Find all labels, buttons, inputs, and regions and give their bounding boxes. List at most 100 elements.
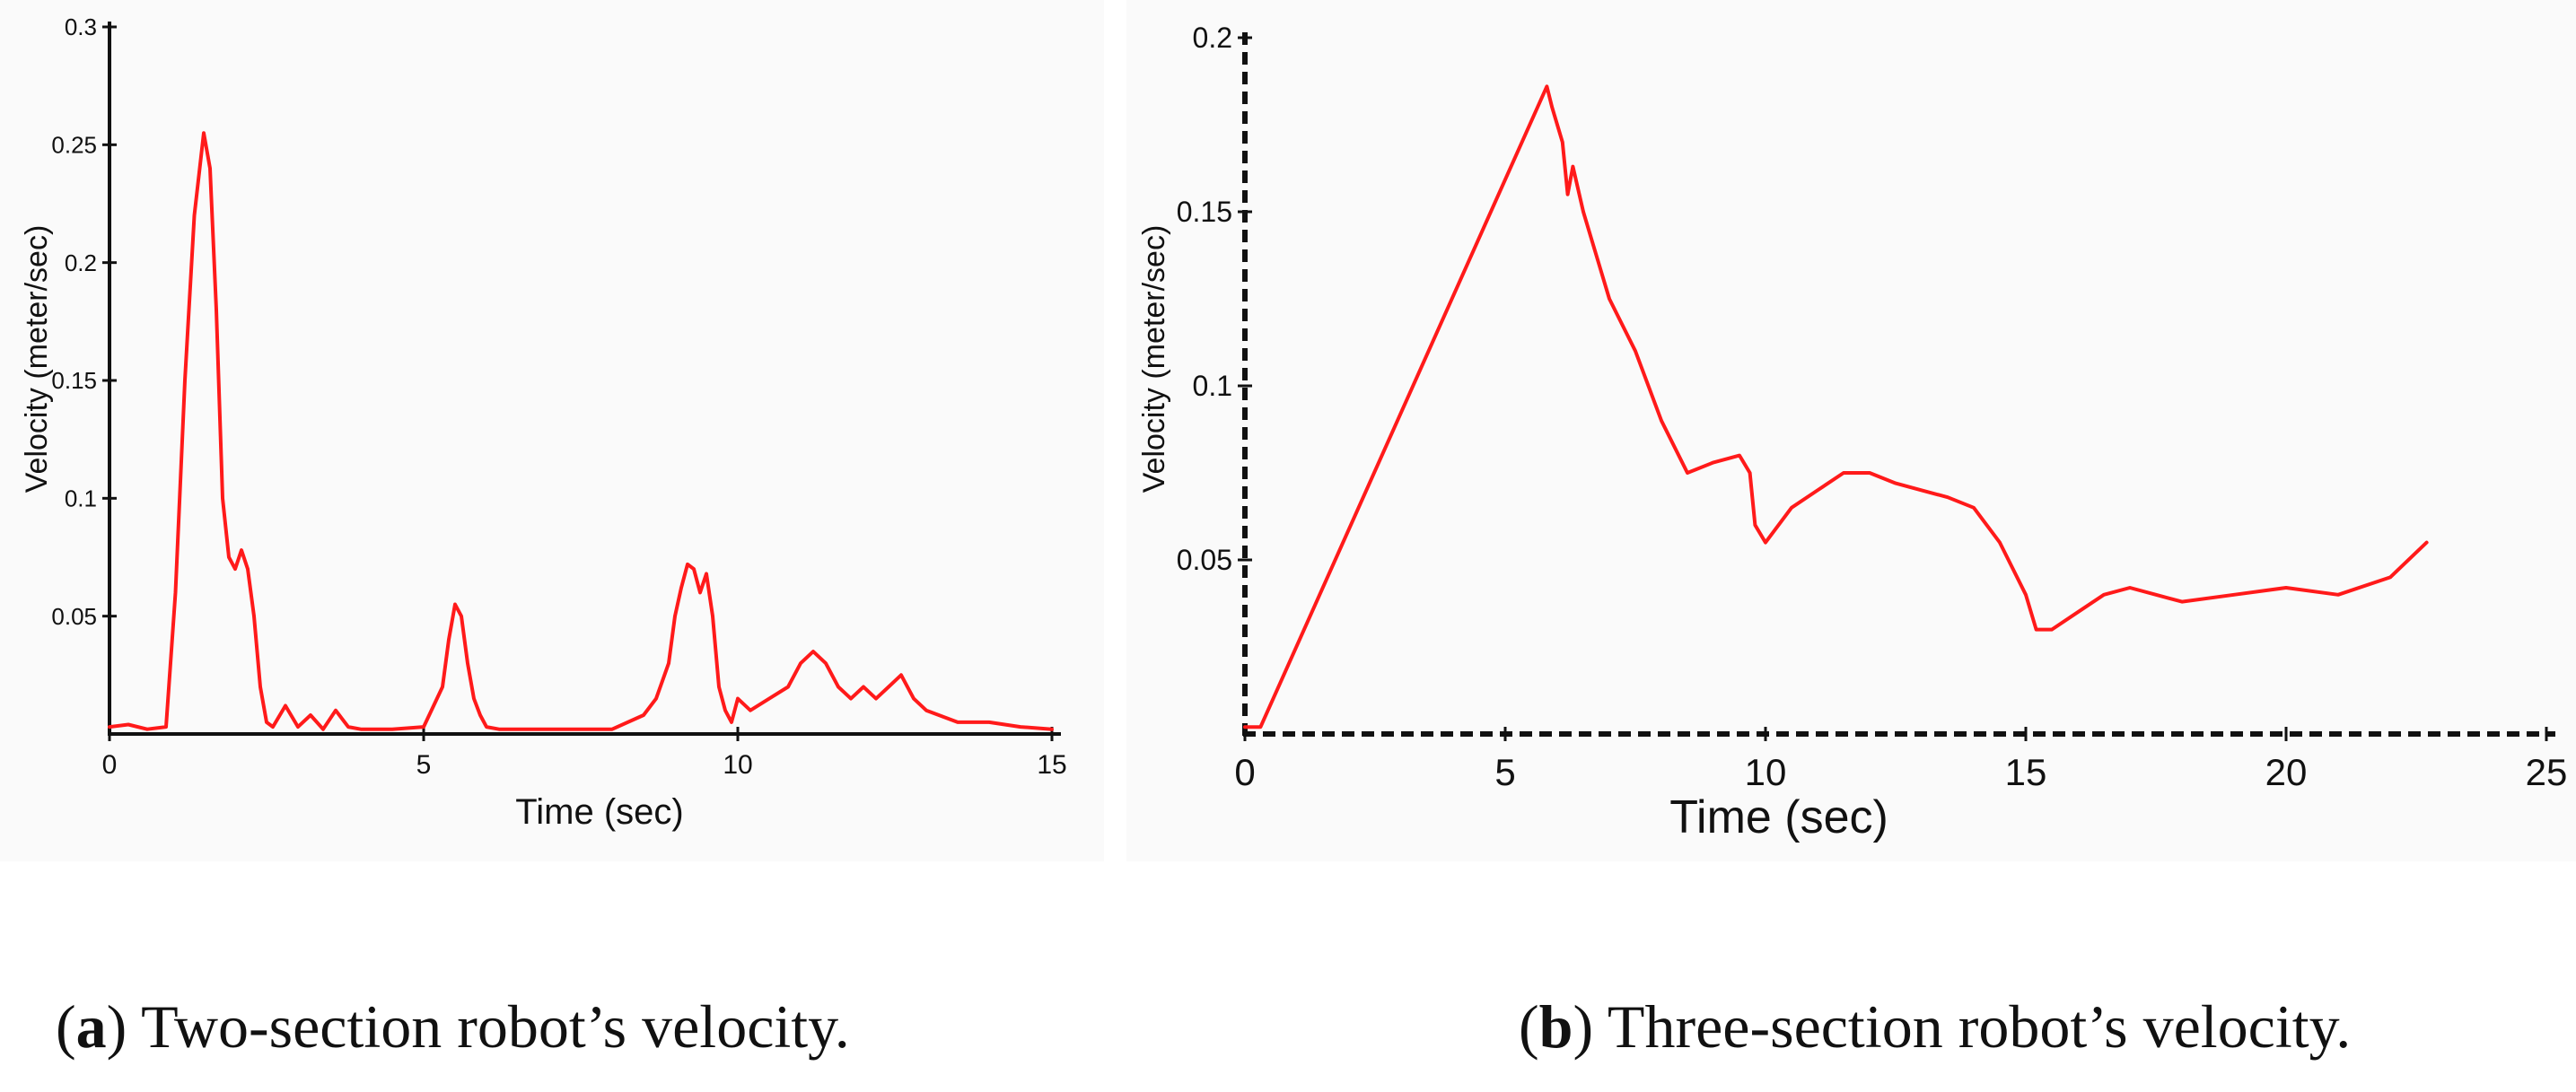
x-tick-label-a-1: 5	[416, 750, 432, 780]
data-point-b-0-1	[1258, 725, 1262, 729]
data-point-a-0-50	[711, 615, 714, 618]
data-point-b-0-40	[2425, 541, 2429, 545]
data-point-a-0-7	[202, 131, 206, 135]
data-point-a-0-16	[258, 686, 262, 688]
data-point-a-0-26	[390, 728, 394, 731]
x-tick-label-b-3: 15	[2005, 751, 2047, 793]
data-point-a-0-71	[987, 721, 991, 724]
data-point-a-0-64	[874, 697, 878, 701]
data-point-a-0-19	[284, 704, 287, 707]
series-points-a-0	[108, 131, 1054, 731]
series-line-a-0	[108, 131, 1054, 731]
data-point-a-0-55	[749, 709, 752, 712]
data-point-a-0-53	[730, 721, 733, 724]
data-point-a-0-47	[692, 567, 696, 571]
data-point-b-0-28	[2024, 593, 2028, 597]
data-point-a-0-41	[642, 713, 645, 717]
y-tick-label-a-0: 0.05	[51, 603, 97, 630]
chart-panel-a: 0.05 0.1 0.15 0.2 0.25 0.3 0 5 10 15 Time (sec) Vel…	[0, 0, 1104, 861]
data-point-a-0-12	[233, 567, 237, 571]
data-point-a-0-37	[516, 728, 520, 731]
data-point-b-0-24	[1920, 488, 1923, 492]
data-point-b-0-35	[2180, 600, 2184, 604]
data-point-a-0-5	[183, 379, 187, 382]
data-point-a-0-24	[346, 725, 350, 729]
data-point-a-0-8	[208, 167, 212, 170]
data-point-a-0-43	[667, 661, 670, 665]
caption-a: (a) Two-section robot’s velocity.	[56, 992, 850, 1061]
data-point-b-0-36	[2232, 593, 2236, 597]
data-point-a-0-69	[937, 713, 941, 717]
data-point-a-0-49	[705, 572, 708, 575]
data-point-a-0-33	[472, 697, 476, 701]
data-point-b-0-4	[1555, 123, 1559, 127]
x-tick-label-a-3: 15	[1037, 750, 1066, 780]
data-point-a-0-4	[174, 590, 177, 594]
data-point-a-0-51	[717, 686, 721, 688]
data-point-a-0-45	[679, 586, 683, 590]
data-point-b-0-22	[1868, 471, 1871, 475]
data-point-a-0-65	[887, 686, 890, 688]
data-point-a-0-40	[610, 728, 614, 731]
data-point-b-0-20	[1816, 488, 1819, 492]
data-point-a-0-48	[698, 590, 702, 594]
y-tick-label-a-3: 0.2	[65, 249, 97, 276]
data-point-b-0-6	[1566, 193, 1570, 197]
data-point-a-0-15	[252, 615, 256, 618]
data-point-a-0-52	[723, 709, 727, 712]
caption-a-label: a	[75, 992, 107, 1061]
data-point-a-0-28	[441, 686, 444, 688]
data-point-a-0-34	[478, 713, 482, 717]
data-point-a-0-62	[849, 697, 853, 701]
data-point-a-0-73	[1050, 728, 1054, 731]
data-point-a-0-46	[686, 563, 689, 566]
y-tick-label-a-1: 0.1	[65, 485, 97, 511]
data-point-a-0-58	[799, 661, 802, 665]
data-point-a-0-11	[227, 555, 231, 559]
data-point-b-0-5	[1561, 140, 1564, 144]
data-point-a-0-54	[736, 697, 740, 701]
data-point-a-0-61	[837, 686, 840, 688]
data-point-b-0-38	[2336, 593, 2340, 597]
chart-panel-b: 0.05 0.1 0.15 0.2 0 5 10 15 20 25 Time (sec) Veloci…	[1126, 0, 2576, 861]
data-point-b-0-31	[2076, 610, 2080, 614]
y-tick-label-b-2: 0.15	[1177, 196, 1232, 228]
data-point-a-0-68	[924, 709, 928, 712]
x-tick-label-b-2: 10	[1745, 751, 1787, 793]
data-point-b-0-3	[1550, 106, 1554, 109]
data-point-b-0-7	[1571, 165, 1574, 169]
series-points-b-0	[1243, 84, 2429, 729]
series-line-b-0	[1243, 84, 2429, 729]
data-point-a-0-36	[497, 728, 501, 731]
data-point-a-0-63	[862, 686, 865, 688]
data-point-b-0-23	[1894, 482, 1897, 485]
data-point-a-0-30	[453, 603, 457, 606]
data-point-a-0-29	[447, 638, 451, 642]
x-axis-title-b: Time (sec)	[1669, 791, 1888, 843]
data-point-a-0-35	[485, 725, 488, 729]
data-point-b-0-26	[1972, 506, 1976, 510]
data-point-a-0-23	[334, 709, 337, 712]
y-tick-label-a-5: 0.3	[65, 13, 97, 40]
data-point-a-0-9	[215, 308, 218, 311]
data-point-a-0-31	[460, 615, 463, 618]
data-point-a-0-17	[265, 721, 268, 724]
x-tick-label-b-1: 5	[1494, 751, 1515, 793]
data-point-a-0-20	[296, 725, 300, 729]
data-point-b-0-39	[2388, 575, 2392, 579]
data-point-a-0-39	[579, 728, 583, 731]
data-point-b-0-2	[1545, 84, 1548, 88]
data-point-a-0-2	[145, 728, 149, 731]
data-point-b-0-13	[1686, 471, 1689, 475]
data-point-b-0-9	[1592, 245, 1596, 249]
data-point-b-0-27	[1998, 541, 2002, 545]
y-tick-label-b-3: 0.2	[1193, 22, 1232, 54]
data-point-a-0-25	[359, 728, 363, 731]
x-tick-label-a-0: 0	[102, 750, 118, 780]
x-axis-title-a: Time (sec)	[515, 792, 683, 832]
caption-a-text: Two-section robot’s velocity.	[127, 992, 850, 1061]
data-point-b-0-34	[2154, 593, 2158, 597]
data-point-a-0-72	[1019, 725, 1022, 729]
data-point-a-0-10	[221, 496, 224, 500]
data-point-b-0-32	[2102, 593, 2106, 597]
